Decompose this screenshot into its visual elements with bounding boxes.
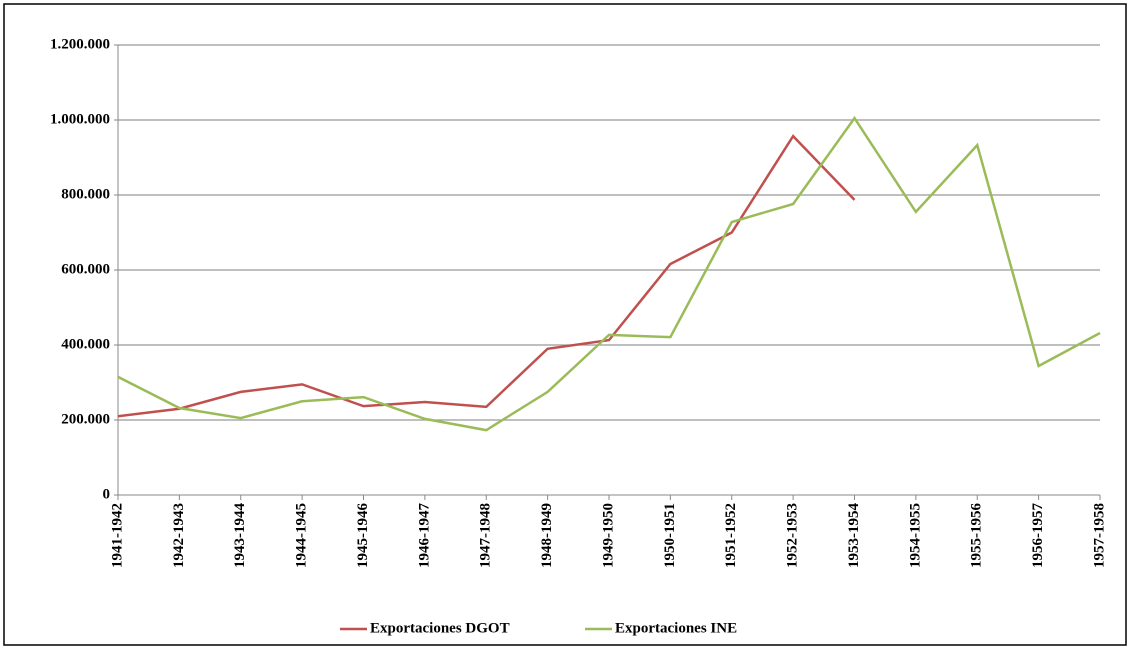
- y-tick-label: 1.200.000: [50, 36, 110, 52]
- x-tick-label: 1948-1949: [539, 503, 555, 568]
- y-tick-label: 0: [103, 486, 111, 502]
- legend-label: Exportaciones INE: [615, 620, 737, 636]
- x-tick-label: 1949-1950: [600, 503, 616, 568]
- x-tick-label: 1957-1958: [1091, 503, 1107, 568]
- x-tick-label: 1941-1942: [109, 503, 125, 568]
- y-tick-label: 400.000: [61, 336, 110, 352]
- y-tick-label: 600.000: [61, 261, 110, 277]
- line-series: [117, 134, 856, 418]
- chart-frame: [3, 3, 1127, 646]
- x-tick-label: 1956-1957: [1030, 503, 1046, 568]
- y-tick-label: 800.000: [61, 186, 110, 202]
- legend-label: Exportaciones DGOT: [370, 620, 510, 636]
- x-tick-label: 1945-1946: [355, 503, 371, 568]
- x-tick-label: 1944-1945: [294, 503, 310, 568]
- x-tick-label: 1950-1951: [662, 503, 678, 568]
- x-tick-label: 1955-1956: [969, 503, 985, 568]
- x-tick-label: 1954-1955: [907, 503, 923, 568]
- y-tick-label: 1.000.000: [50, 111, 110, 127]
- x-tick-label: 1951-1952: [723, 503, 739, 568]
- x-tick-label: 1943-1944: [232, 503, 248, 568]
- x-tick-label: 1952-1953: [785, 503, 801, 568]
- x-tick-label: 1953-1954: [846, 503, 862, 568]
- line-series: [117, 115, 1101, 432]
- x-tick-label: 1946-1947: [416, 503, 432, 568]
- x-tick-label: 1942-1943: [171, 503, 187, 568]
- x-tick-label: 1947-1948: [478, 503, 494, 568]
- y-tick-label: 200.000: [61, 411, 110, 427]
